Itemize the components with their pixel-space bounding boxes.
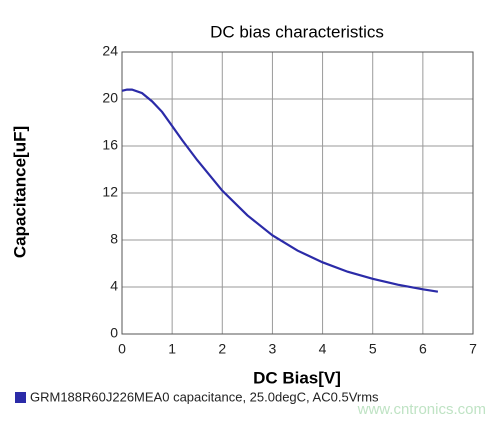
y-tick-label: 4 <box>110 278 118 294</box>
y-tick-label: 16 <box>102 137 118 153</box>
x-tick-label: 5 <box>369 341 377 357</box>
y-tick-label: 20 <box>102 90 118 106</box>
y-tick-label: 0 <box>110 325 118 341</box>
chart-title: DC bias characteristics <box>210 22 384 41</box>
y-axis-label: Capacitance[uF] <box>10 126 29 258</box>
data-line <box>121 88 439 293</box>
legend-swatch <box>15 392 26 403</box>
x-tick-label: 7 <box>469 341 477 357</box>
x-axis-label: DC Bias[V] <box>253 368 341 387</box>
y-tick-label: 12 <box>102 184 118 200</box>
x-tick-label: 1 <box>168 341 176 357</box>
x-tick-label: 6 <box>419 341 427 357</box>
y-tick-label: 24 <box>102 43 118 59</box>
legend-label: GRM188R60J226MEA0 capacitance, 25.0degC,… <box>30 389 379 404</box>
x-tick-label: 2 <box>218 341 226 357</box>
x-tick-label: 3 <box>269 341 277 357</box>
x-tick-label: 4 <box>319 341 327 357</box>
x-tick-label: 0 <box>118 341 126 357</box>
watermark: www.cntronics.com <box>357 401 486 418</box>
plot-border <box>121 51 474 335</box>
y-tick-label: 8 <box>110 231 118 247</box>
